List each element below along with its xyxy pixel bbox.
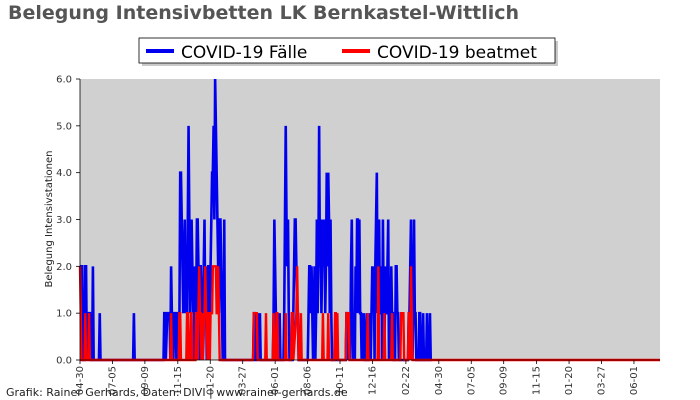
chart-title: Belegung Intensivbetten LK Bernkastel-Wi… <box>8 2 519 24</box>
y-axis-label: Belegung Intensivstationen <box>44 150 55 287</box>
x-tick-label: 06-01 <box>270 366 281 395</box>
x-tick-label: 03-27 <box>238 366 249 395</box>
y-tick-label: 2.0 <box>56 262 72 273</box>
x-tick-label: 08-06 <box>303 366 314 395</box>
x-tick-label: 07-05 <box>107 366 118 395</box>
x-tick-label: 11-15 <box>532 366 543 395</box>
x-tick-label: 07-05 <box>466 366 477 395</box>
x-ticks: 04-30 07-05 09-09 11-15 01-20 03-27 06-01 08-06… <box>75 360 640 395</box>
x-tick-label: 09-09 <box>499 366 510 395</box>
legend-label-beatmet: COVID-19 beatmet <box>377 43 537 63</box>
x-tick-label: 01-20 <box>205 366 216 395</box>
y-tick-label: 4.0 <box>56 168 72 179</box>
y-tick-label: 5.0 <box>56 121 72 132</box>
x-tick-label: 04-30 <box>434 366 445 395</box>
y-tick-label: 0.0 <box>56 356 72 367</box>
y-tick-label: 1.0 <box>56 309 72 320</box>
x-tick-label: 10-11 <box>335 366 346 395</box>
series-line-beatmet <box>78 265 660 362</box>
x-tick-label: 02-22 <box>401 366 412 395</box>
legend-label-faelle: COVID-19 Fälle <box>181 43 307 63</box>
credit-text: Grafik: Rainer Gerhards, Daten: DIVI | w… <box>6 386 348 399</box>
y-tick-label: 6.0 <box>56 75 72 86</box>
series-layer <box>78 78 660 362</box>
x-tick-label: 01-20 <box>564 366 575 395</box>
x-tick-label: 09-09 <box>140 366 151 395</box>
x-tick-label: 06-01 <box>629 366 640 395</box>
y-ticks: 0.0 1.0 2.0 3.0 4.0 5.0 6.0 <box>56 75 80 367</box>
y-tick-label: 3.0 <box>56 215 72 226</box>
x-tick-label: 03-27 <box>597 366 608 395</box>
legend: COVID-19 Fälle COVID-19 beatmet <box>138 37 558 66</box>
x-tick-label: 04-30 <box>75 366 86 395</box>
x-tick-label: 12-16 <box>367 366 378 395</box>
x-tick-label: 11-15 <box>173 366 184 395</box>
